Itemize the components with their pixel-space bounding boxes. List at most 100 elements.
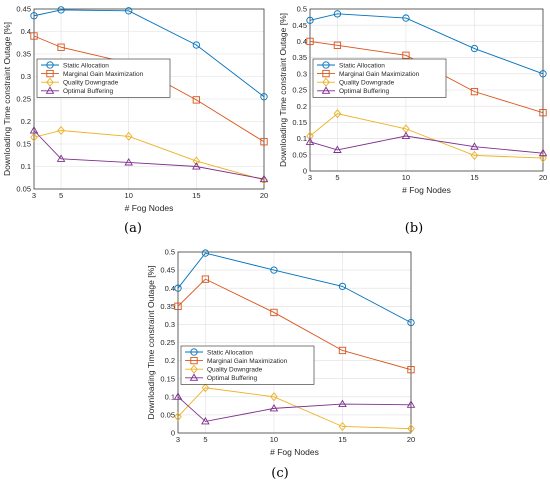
legend-entry: Static Allocation [339, 62, 385, 69]
data-point [201, 275, 210, 283]
data-point [174, 412, 182, 422]
chart-panel-2: 0 0.05 0.1 0.15 0.2 0.25 0.3 0.35 0.4 0.45 0.5 3 5 10… [278, 5, 548, 236]
legend-marker [321, 86, 331, 94]
y-tick-label: 0.1 [21, 162, 31, 171]
data-point [333, 145, 342, 153]
data-point [538, 148, 548, 157]
y-tick-label: 0.4 [21, 27, 31, 36]
chart-panel-3: 0 0.05 0.1 0.15 0.2 0.25 0.3 0.35 0.4 0.45 0.5 3 5 10… [146, 248, 416, 481]
legend-entry: Optimal Buffering [63, 88, 113, 95]
x-tick-label: 15 [192, 191, 200, 200]
y-tick-label: 0.25 [160, 338, 175, 347]
data-point [125, 7, 133, 15]
data-point [407, 318, 415, 327]
legend-marker [46, 61, 54, 69]
legend-box [312, 58, 447, 98]
data-point [30, 132, 38, 142]
legend-marker [322, 61, 330, 69]
x-axis-label: # Fog Nodes [125, 203, 174, 213]
y-tick-label: 0.05 [160, 411, 175, 420]
y-tick-label: 0 [303, 167, 307, 176]
y-tick-label: 0.35 [160, 302, 175, 311]
x-tick-label: 3 [32, 191, 36, 200]
data-point [270, 266, 278, 274]
data-point [305, 137, 315, 145]
x-tick-label: 20 [539, 173, 547, 182]
series-line [309, 113, 544, 159]
y-tick-label: 0.25 [292, 86, 307, 95]
legend-marker [189, 373, 199, 381]
data-point [270, 308, 278, 317]
axes-box [309, 8, 544, 172]
data-point [192, 156, 201, 166]
data-point [407, 424, 415, 434]
legend: Static Allocation Marginal Gain Maximizat… [180, 345, 315, 385]
data-point [338, 282, 347, 291]
data-point [201, 416, 210, 425]
series-line [309, 40, 544, 114]
axes-box [177, 251, 412, 434]
series-line [33, 9, 265, 98]
legend-marker [322, 77, 330, 87]
x-tick-label: 20 [260, 191, 268, 200]
data-point [470, 44, 479, 53]
data-point [174, 302, 182, 310]
data-point [401, 131, 411, 140]
y-tick-label: 0.15 [16, 140, 31, 149]
series-line [309, 13, 544, 75]
x-tick-label: 5 [335, 173, 339, 182]
data-point [259, 174, 269, 183]
y-tick-label: 0.2 [21, 117, 31, 126]
x-axis-label: # Fog Nodes [402, 185, 451, 195]
legend: Static Allocation Marginal Gain Maximizat… [312, 58, 447, 98]
y-tick-label: 0.4 [165, 284, 175, 293]
y-tick-label: 0 [171, 429, 175, 438]
x-tick-label: 10 [270, 435, 278, 444]
data-point [407, 366, 415, 374]
legend-entry: Marginal Gain Maximization [207, 358, 288, 365]
legend-entry: Optimal Buffering [207, 375, 257, 382]
legend: Static Allocation Marginal Gain Maximizat… [36, 58, 171, 98]
data-point [470, 87, 479, 96]
y-tick-label: 0.25 [16, 95, 31, 104]
data-point [470, 150, 479, 160]
legend-entry: Quality Downgrade [207, 367, 263, 374]
legend-entry: Static Allocation [207, 349, 253, 356]
data-point [57, 43, 65, 51]
y-tick-label: 0.5 [165, 248, 175, 257]
data-point [402, 14, 410, 22]
legend-entry: Optimal Buffering [339, 88, 389, 95]
legend-marker [46, 69, 54, 78]
figure-caption: (a) [124, 221, 142, 236]
data-point [56, 154, 66, 162]
legend-entry: Marginal Gain Maximization [339, 71, 420, 78]
y-tick-label: 0.45 [16, 5, 31, 14]
data-point [539, 153, 547, 163]
legend-marker [322, 69, 330, 78]
legend-marker [46, 77, 54, 87]
y-tick-label: 0.2 [297, 102, 307, 111]
axes-box [33, 8, 265, 190]
y-tick-label: 0.4 [297, 37, 307, 46]
y-tick-label: 0.05 [16, 185, 31, 194]
series-marginal-gain-maximization [306, 37, 547, 117]
data-point [269, 403, 279, 412]
data-point [192, 96, 201, 104]
y-tick-label: 0.35 [16, 50, 31, 59]
data-point [30, 12, 38, 20]
data-point [192, 162, 201, 170]
data-point [124, 158, 134, 166]
data-point [173, 392, 183, 400]
series-static-allocation [174, 249, 415, 327]
data-point [333, 109, 342, 119]
series-optimal-buffering [173, 392, 416, 425]
data-point [306, 37, 314, 46]
x-tick-label: 15 [338, 435, 346, 444]
x-tick-label: 20 [407, 435, 415, 444]
data-point [29, 126, 39, 134]
data-point [338, 346, 347, 355]
series-quality-downgrade [174, 383, 415, 434]
series-line [309, 135, 544, 154]
data-point [470, 142, 479, 150]
x-tick-label: 3 [176, 435, 180, 444]
